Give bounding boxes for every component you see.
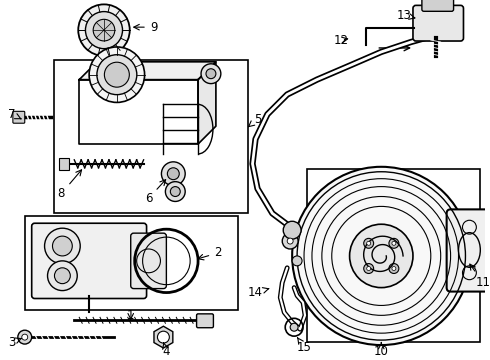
Text: 12: 12 bbox=[334, 33, 349, 46]
Text: 14: 14 bbox=[248, 286, 269, 299]
Circle shape bbox=[367, 266, 370, 270]
FancyBboxPatch shape bbox=[32, 223, 147, 298]
Circle shape bbox=[392, 266, 396, 270]
Text: 5: 5 bbox=[248, 113, 261, 127]
Circle shape bbox=[349, 224, 413, 288]
Text: 10: 10 bbox=[374, 343, 389, 359]
Text: 13: 13 bbox=[396, 9, 415, 22]
FancyBboxPatch shape bbox=[196, 314, 214, 328]
Circle shape bbox=[166, 182, 185, 202]
Circle shape bbox=[389, 264, 399, 274]
Circle shape bbox=[18, 330, 32, 344]
Circle shape bbox=[171, 186, 180, 197]
Circle shape bbox=[168, 168, 179, 180]
Circle shape bbox=[392, 241, 396, 245]
Text: 15: 15 bbox=[296, 338, 312, 354]
Text: 11: 11 bbox=[470, 264, 490, 289]
Circle shape bbox=[93, 19, 115, 41]
Circle shape bbox=[97, 55, 137, 95]
Bar bbox=[307, 169, 480, 342]
Text: 7: 7 bbox=[8, 108, 21, 121]
FancyBboxPatch shape bbox=[422, 0, 454, 11]
Circle shape bbox=[201, 64, 221, 84]
Text: 8: 8 bbox=[58, 170, 81, 200]
Text: 1: 1 bbox=[127, 309, 134, 322]
Polygon shape bbox=[79, 62, 216, 80]
Circle shape bbox=[287, 238, 293, 244]
FancyBboxPatch shape bbox=[13, 111, 25, 123]
FancyBboxPatch shape bbox=[447, 210, 490, 292]
FancyBboxPatch shape bbox=[413, 5, 464, 41]
Bar bbox=[25, 216, 238, 310]
FancyBboxPatch shape bbox=[131, 233, 167, 289]
Circle shape bbox=[282, 233, 298, 249]
Text: 2: 2 bbox=[198, 247, 221, 260]
Circle shape bbox=[389, 238, 399, 248]
Text: 9: 9 bbox=[134, 21, 157, 33]
Circle shape bbox=[290, 323, 298, 331]
Circle shape bbox=[78, 4, 130, 56]
Circle shape bbox=[48, 261, 77, 291]
Text: 3: 3 bbox=[8, 336, 21, 348]
Circle shape bbox=[157, 331, 170, 343]
Bar bbox=[59, 158, 69, 170]
Circle shape bbox=[54, 268, 70, 284]
Polygon shape bbox=[198, 62, 216, 144]
Circle shape bbox=[52, 236, 73, 256]
Circle shape bbox=[292, 256, 302, 266]
Circle shape bbox=[364, 238, 374, 248]
Circle shape bbox=[292, 167, 470, 345]
Circle shape bbox=[161, 162, 185, 186]
Circle shape bbox=[364, 264, 374, 274]
Circle shape bbox=[104, 62, 129, 87]
Circle shape bbox=[206, 69, 216, 78]
Circle shape bbox=[367, 241, 370, 245]
Circle shape bbox=[22, 334, 28, 340]
Circle shape bbox=[89, 47, 145, 102]
Circle shape bbox=[45, 228, 80, 264]
Text: 4: 4 bbox=[163, 343, 170, 359]
Bar bbox=[54, 60, 247, 213]
Text: 6: 6 bbox=[145, 180, 166, 205]
Circle shape bbox=[283, 221, 301, 239]
Circle shape bbox=[85, 12, 122, 49]
